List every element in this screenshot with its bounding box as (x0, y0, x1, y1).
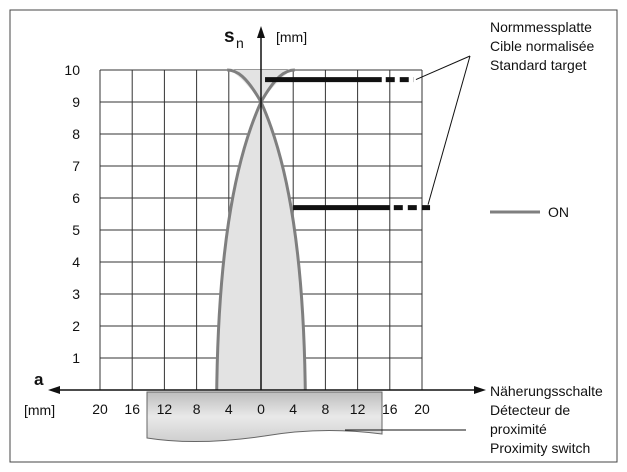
switch-label-line: Näherungsschalte (490, 383, 603, 399)
y-tick-label: 5 (72, 222, 80, 238)
y-tick-label: 8 (72, 126, 80, 142)
y-axis-unit: [mm] (276, 29, 307, 45)
x-tick-label: 20 (414, 401, 430, 417)
x-tick-label: 20 (92, 401, 108, 417)
series-on-curve-left (215, 68, 295, 391)
x-tick-label: 16 (124, 401, 140, 417)
legend-label-on: ON (548, 204, 569, 220)
switch-label-line: Proximity switch (490, 440, 590, 456)
x-tick-label: 0 (257, 401, 265, 417)
target-leader-line (427, 55, 471, 205)
figure-frame (9, 9, 618, 463)
y-tick-label: 3 (72, 286, 80, 302)
y-tick-label: 2 (72, 318, 80, 334)
x-tick-label: 4 (289, 401, 297, 417)
y-axis-label-subscript: n (236, 35, 244, 51)
switch-label-line: Détecteur de (490, 402, 570, 418)
y-tick-label: 1 (72, 350, 80, 366)
y-tick-label: 4 (72, 254, 80, 270)
x-axis-unit: [mm] (24, 402, 55, 418)
target-label-line: Standard target (490, 57, 587, 73)
y-tick-label: 6 (72, 190, 80, 206)
target-label-line: Cible normalisée (490, 38, 594, 54)
x-tick-label: 8 (322, 401, 330, 417)
x-tick-label: 8 (193, 401, 201, 417)
y-tick-label: 9 (72, 94, 80, 110)
x-axis-label: a (34, 370, 44, 389)
x-axis-arrow-left (48, 386, 60, 394)
x-tick-label: 12 (157, 401, 173, 417)
y-axis-arrow (257, 26, 265, 38)
series-on-curve-right (227, 68, 307, 391)
y-tick-label: 7 (72, 158, 80, 174)
x-axis-arrow-right (474, 386, 486, 394)
y-tick-label: 10 (64, 62, 80, 78)
switch-label-line: proximité (490, 421, 547, 437)
x-tick-label: 4 (225, 401, 233, 417)
target-label-line: Normmessplatte (490, 19, 592, 35)
proximity-switch-body (146, 391, 383, 443)
x-tick-label: 12 (350, 401, 366, 417)
x-tick-label: 16 (382, 401, 398, 417)
target-leader-line (415, 55, 471, 81)
y-axis-label: s (224, 26, 235, 47)
